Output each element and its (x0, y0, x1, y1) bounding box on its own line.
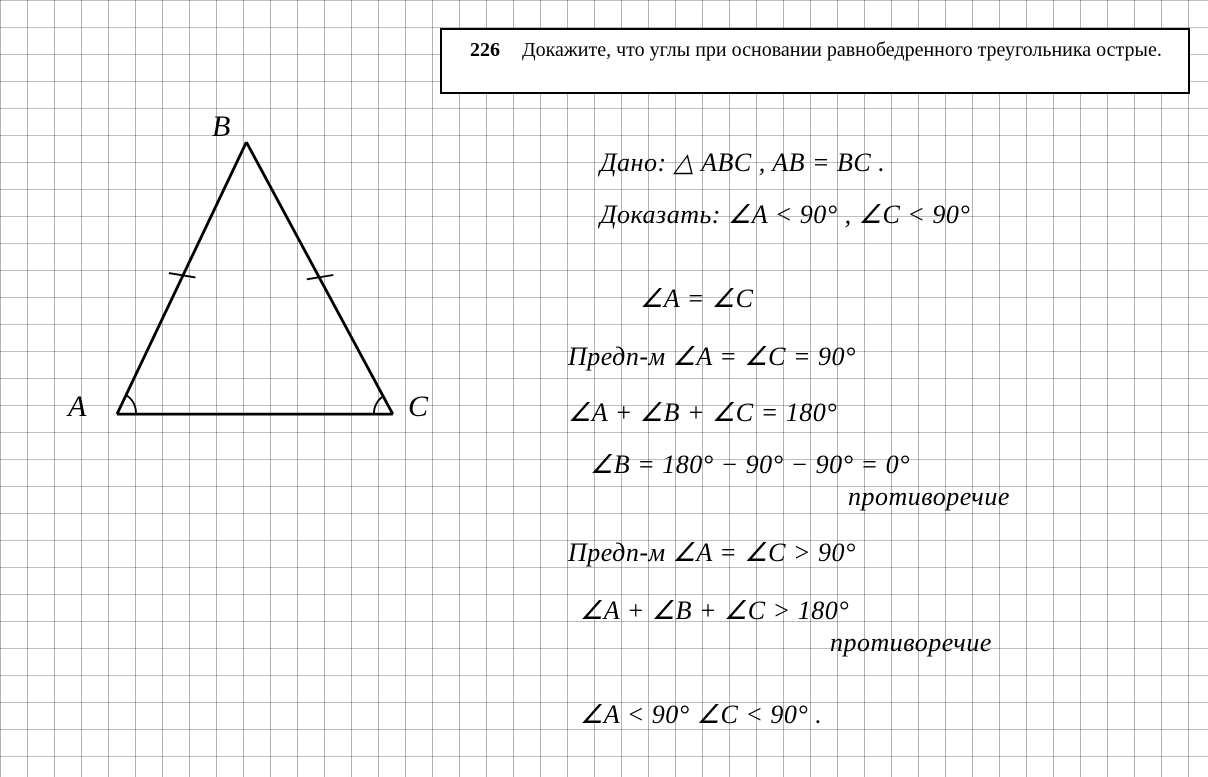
line-sum1: ∠A + ∠B + ∠C = 180° (568, 398, 837, 428)
vertex-label-a: A (68, 390, 86, 424)
problem-number: 226 (470, 38, 500, 84)
line-assume2: Предп-м ∠A = ∠C > 90° (568, 538, 856, 568)
problem-text: Докажите, что углы при основании равнобе… (522, 38, 1168, 84)
vertex-label-c: C (408, 390, 428, 424)
vertex-label-b: B (212, 110, 230, 144)
line-contr2: противоречие (830, 628, 992, 658)
problem-box: 226 Докажите, что углы при основании рав… (440, 28, 1190, 94)
line-prove: Доказать: ∠A < 90° , ∠C < 90° (600, 200, 970, 230)
line-eq1: ∠A = ∠C (640, 284, 753, 314)
line-concl: ∠A < 90° ∠C < 90° . (580, 700, 822, 730)
line-calc1: ∠B = 180° − 90° − 90° = 0° (590, 450, 910, 480)
line-contr1: противоречие (848, 482, 1010, 512)
line-assume1: Предп-м ∠A = ∠C = 90° (568, 342, 856, 372)
line-given: Дано: △ ABC , AB = BC . (600, 148, 885, 178)
line-sum2: ∠A + ∠B + ∠C > 180° (580, 596, 849, 626)
